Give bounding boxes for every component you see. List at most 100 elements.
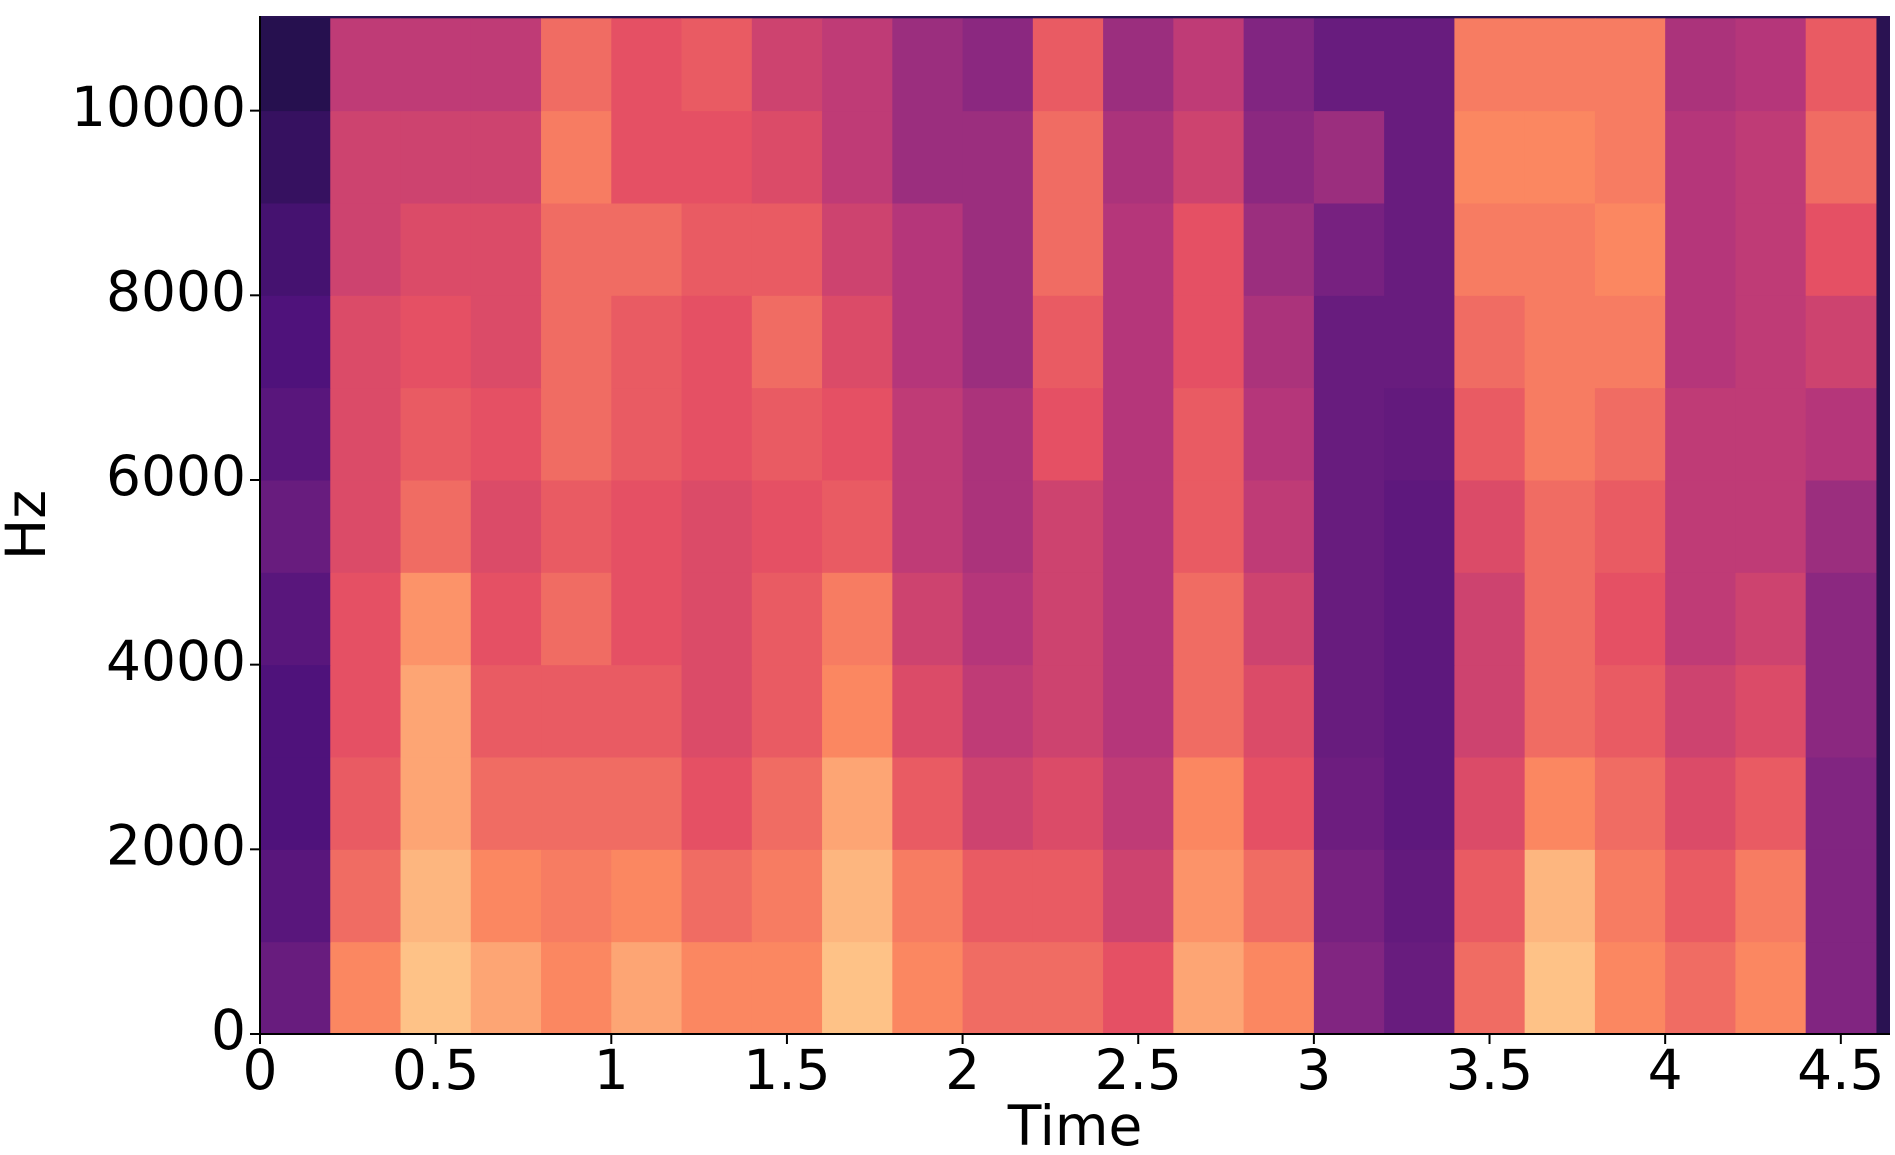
heatmap-cell <box>1103 756 1174 850</box>
heatmap-cell <box>751 664 823 758</box>
heatmap-cell <box>681 110 753 204</box>
heatmap-cell <box>1594 756 1666 850</box>
x-tick-label: 4.5 <box>1797 1038 1884 1102</box>
heatmap-cell <box>1032 941 1104 1034</box>
heatmap-cell <box>822 756 893 850</box>
heatmap-cell <box>330 295 402 389</box>
heatmap-cell <box>822 202 893 296</box>
heatmap-cell <box>822 572 893 666</box>
heatmap-cell <box>892 941 964 1034</box>
heatmap-cell <box>330 941 402 1034</box>
heatmap-cell <box>1805 479 1877 573</box>
x-tick-label: 3 <box>1296 1038 1331 1102</box>
heatmap-cell <box>892 572 964 666</box>
heatmap-cell <box>1243 387 1315 481</box>
heatmap-cell <box>892 295 964 389</box>
heatmap-cell <box>1103 849 1174 943</box>
heatmap-cell <box>1313 110 1385 204</box>
heatmap-cell <box>1384 479 1455 573</box>
heatmap-cell <box>1313 202 1385 296</box>
heatmap-cell <box>1735 849 1807 943</box>
y-tick-label: 10000 <box>71 75 246 139</box>
heatmap-cell <box>1173 18 1245 112</box>
heatmap-cell <box>1805 18 1877 112</box>
heatmap-cell <box>1313 479 1385 573</box>
heatmap-cell <box>962 387 1034 481</box>
heatmap-cell <box>1805 110 1877 204</box>
heatmap-cell <box>1173 849 1245 943</box>
heatmap-cell <box>1103 572 1174 666</box>
heatmap-cell <box>681 941 753 1034</box>
heatmap-cell <box>400 664 472 758</box>
heatmap-cell <box>822 664 893 758</box>
heatmap-cell <box>1594 387 1666 481</box>
heatmap-cell <box>681 756 753 850</box>
heatmap-cell <box>1805 572 1877 666</box>
heatmap-cell <box>400 849 472 943</box>
heatmap-cell <box>470 849 542 943</box>
heatmap-cell <box>1243 756 1315 850</box>
heatmap-cell <box>1384 202 1455 296</box>
heatmap-cell <box>822 387 893 481</box>
heatmap-cell <box>892 18 964 112</box>
heatmap-cell <box>1665 756 1736 850</box>
heatmap-cell <box>1454 387 1526 481</box>
heatmap-cell <box>260 572 331 666</box>
heatmap-cell <box>330 202 402 296</box>
x-tick-label: 1.5 <box>743 1038 830 1102</box>
heatmap-cell <box>1454 849 1526 943</box>
heatmap-cell <box>330 664 402 758</box>
heatmap-cell <box>611 110 683 204</box>
heatmap-cell <box>1032 849 1104 943</box>
heatmap-cell <box>751 110 823 204</box>
heatmap-cell <box>1524 295 1596 389</box>
heatmap-cell <box>751 572 823 666</box>
heatmap-cell <box>470 387 542 481</box>
heatmap-cell <box>260 295 331 389</box>
heatmap-cell <box>400 941 472 1034</box>
heatmap-cell <box>1454 572 1526 666</box>
heatmap-cell <box>470 110 542 204</box>
heatmap-cell <box>681 572 753 666</box>
heatmap-cell <box>611 572 683 666</box>
heatmap-cell <box>1594 941 1666 1034</box>
heatmap-cell <box>1665 479 1736 573</box>
x-tick-label: 2 <box>945 1038 980 1102</box>
heatmap-cell <box>470 756 542 850</box>
heatmap-cell <box>1173 295 1245 389</box>
heatmap-cell <box>541 295 612 389</box>
heatmap-cell <box>822 941 893 1034</box>
heatmap-cell <box>1665 295 1736 389</box>
heatmap-cell <box>400 295 472 389</box>
heatmap-cell <box>330 387 402 481</box>
heatmap-cell <box>541 849 612 943</box>
heatmap-cell <box>1173 941 1245 1034</box>
heatmap-cell <box>822 479 893 573</box>
heatmap-cell <box>611 387 683 481</box>
heatmap-cell <box>330 18 402 112</box>
heatmap-cell <box>1173 572 1245 666</box>
heatmap-cell <box>400 18 472 112</box>
heatmap-cell <box>962 479 1034 573</box>
heatmap-cell <box>1665 387 1736 481</box>
heatmap-cell <box>1103 295 1174 389</box>
heatmap-cell <box>1594 572 1666 666</box>
y-tick-label: 0 <box>211 998 246 1062</box>
heatmap-cell <box>541 387 612 481</box>
heatmap-cell <box>260 202 331 296</box>
heatmap-cell <box>1454 295 1526 389</box>
heatmap-cell <box>611 202 683 296</box>
heatmap-cell <box>1805 756 1877 850</box>
heatmap-cell <box>1665 202 1736 296</box>
heatmap-cell <box>1103 387 1174 481</box>
heatmap-cell <box>260 849 331 943</box>
heatmap-cell <box>1665 941 1736 1034</box>
heatmap-cell <box>1243 664 1315 758</box>
heatmap-cell <box>681 18 753 112</box>
x-axis-label: Time <box>1007 1094 1143 1155</box>
heatmap-cell <box>1173 110 1245 204</box>
heatmap-cell <box>822 849 893 943</box>
heatmap-cell <box>1805 849 1877 943</box>
heatmap-cell <box>892 479 964 573</box>
heatmap-cell <box>470 295 542 389</box>
